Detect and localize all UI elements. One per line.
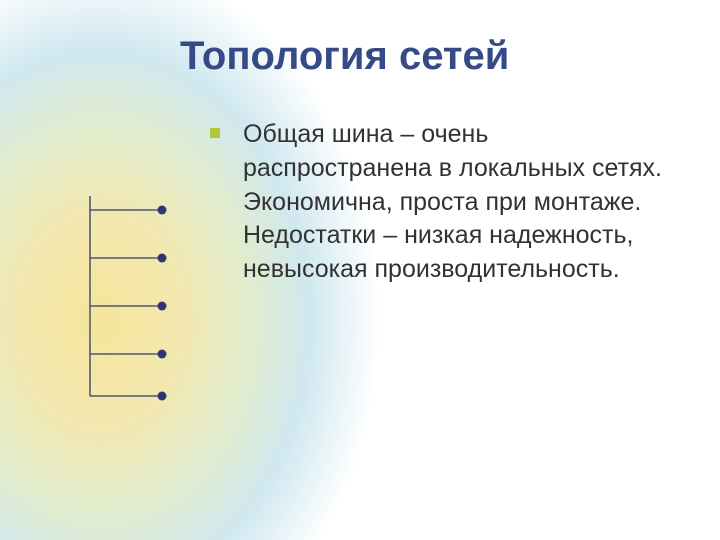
bus-node-icon	[158, 392, 167, 401]
bus-node-icon	[158, 206, 167, 215]
slide-title: Топология сетей	[180, 34, 509, 79]
slide-body-text: Общая шина – очень распространена в лока…	[243, 118, 673, 287]
bus-topology-diagram	[80, 190, 200, 410]
slide-content: Топология сетей Общая шина – очень распр…	[0, 0, 720, 540]
bus-node-icon	[158, 350, 167, 359]
bus-node-icon	[158, 302, 167, 311]
bullet-square-icon	[210, 128, 220, 138]
bus-node-icon	[158, 254, 167, 263]
